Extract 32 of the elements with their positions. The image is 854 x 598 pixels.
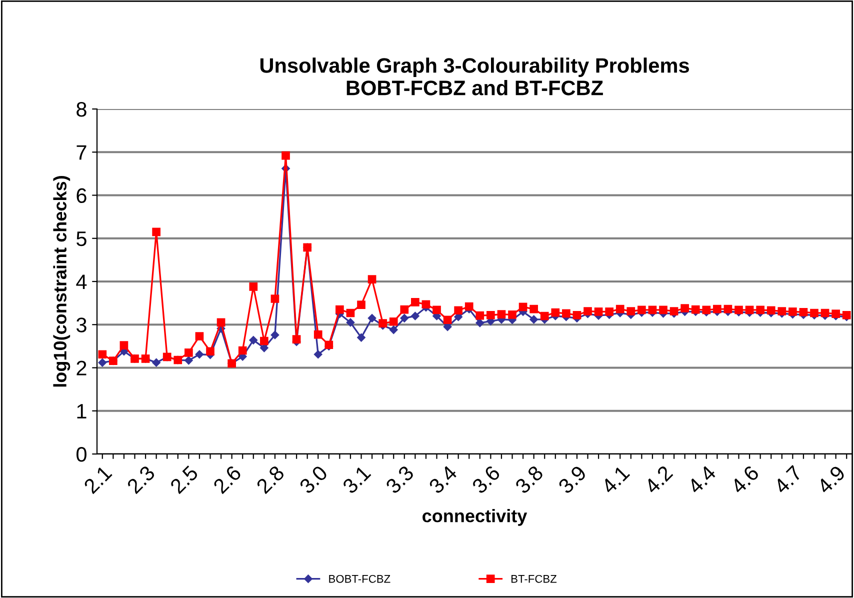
x-tick-label: 2.8 <box>256 464 286 494</box>
x-tick-label: 3.3 <box>384 464 415 494</box>
x-tick-label: 3.6 <box>471 464 501 494</box>
x-tick-label: 3.1 <box>342 464 372 494</box>
legend-label: BT-FCBZ <box>511 574 557 583</box>
y-tick-label: 5 <box>76 232 86 246</box>
x-tick-label: 2.1 <box>83 464 112 494</box>
x-tick-label: 4.6 <box>730 464 760 495</box>
x-tick-label: 2.6 <box>212 464 242 494</box>
chart-title: Unsolvable Graph 3-Colourability Problems BOBT-FCBZ and BT-FCBZ <box>260 58 689 96</box>
y-tick-label: 8 <box>76 102 86 117</box>
y-tick-label: 4 <box>76 274 87 290</box>
x-axis-title: connectivity <box>422 509 528 526</box>
x-tick-label: 2.3 <box>126 464 156 494</box>
y-tick-label: 7 <box>76 145 86 160</box>
y-tick-label: 2 <box>76 360 86 376</box>
x-tick-label: 3.4 <box>428 464 458 494</box>
x-tick-label: 3.0 <box>298 464 328 494</box>
legend-label: BOBT-FCBZ <box>329 574 390 583</box>
y-tick-label: 3 <box>76 318 86 332</box>
x-tick-label: 4.9 <box>816 464 846 495</box>
y-tick-label: 1 <box>77 404 86 418</box>
x-tick-label: 2.5 <box>169 464 199 494</box>
x-tick-label: 4.4 <box>686 464 717 495</box>
x-tick-label: 4.7 <box>773 465 803 495</box>
x-tick-label: 3.9 <box>557 464 588 494</box>
x-tick-label: 4.1 <box>600 464 630 495</box>
y-tick-label: 0 <box>76 447 86 462</box>
y-tick-label: 6 <box>76 188 86 204</box>
x-tick-label: 4.2 <box>644 464 674 495</box>
y-axis-title: log10(constraint checks) <box>53 176 70 387</box>
x-tick-label: 3.8 <box>514 464 544 494</box>
